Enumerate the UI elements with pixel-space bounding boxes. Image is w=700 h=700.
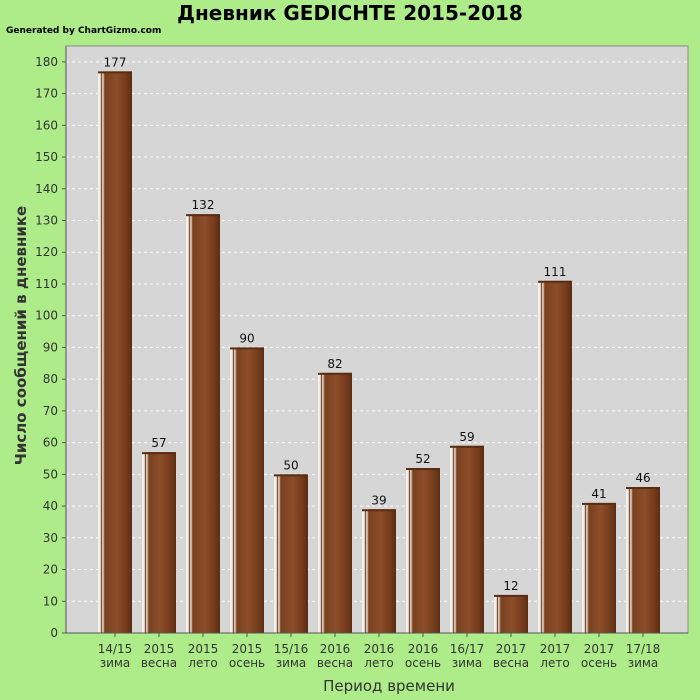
x-tick-label: 15/16 bbox=[274, 642, 309, 656]
bar bbox=[406, 468, 440, 633]
data-label: 41 bbox=[591, 487, 606, 501]
y-tick-label: 180 bbox=[35, 55, 58, 69]
x-tick-label: лето bbox=[188, 656, 217, 670]
bar bbox=[98, 71, 132, 633]
bar bbox=[582, 502, 616, 633]
y-tick-label: 170 bbox=[35, 87, 58, 101]
x-tick-label: 2016 bbox=[320, 642, 351, 656]
data-label: 59 bbox=[459, 430, 474, 444]
y-tick-label: 140 bbox=[35, 182, 58, 196]
bar-top bbox=[450, 445, 484, 448]
bar bbox=[362, 509, 396, 633]
data-label: 132 bbox=[192, 198, 215, 212]
x-tick-label: 2017 bbox=[584, 642, 615, 656]
x-tick-label: весна bbox=[493, 656, 529, 670]
x-tick-label: зима bbox=[452, 656, 483, 670]
bar bbox=[494, 594, 528, 633]
y-tick-label: 40 bbox=[43, 499, 58, 513]
x-tick-label: 2016 bbox=[408, 642, 439, 656]
y-tick-label: 30 bbox=[43, 531, 58, 545]
x-axis-title: Период времени bbox=[323, 677, 455, 695]
x-tick-label: весна bbox=[317, 656, 353, 670]
x-tick-label: 14/15 bbox=[98, 642, 133, 656]
y-tick-label: 160 bbox=[35, 118, 58, 132]
bar bbox=[450, 445, 484, 633]
y-tick-label: 110 bbox=[35, 277, 58, 291]
bar-top bbox=[362, 509, 396, 512]
x-tick-label: осень bbox=[581, 656, 617, 670]
x-tick-label: 2015 bbox=[144, 642, 175, 656]
bar-top bbox=[186, 214, 220, 217]
y-tick-label: 90 bbox=[43, 340, 58, 354]
bar bbox=[538, 280, 572, 633]
bar-top bbox=[274, 474, 308, 477]
x-tick-label: 2016 bbox=[364, 642, 395, 656]
x-tick-label: лето bbox=[540, 656, 569, 670]
y-tick-label: 80 bbox=[43, 372, 58, 386]
y-tick-label: 100 bbox=[35, 309, 58, 323]
bar bbox=[142, 452, 176, 633]
x-tick-label: зима bbox=[628, 656, 659, 670]
x-tick-label: 17/18 bbox=[626, 642, 661, 656]
y-tick-label: 10 bbox=[43, 594, 58, 608]
data-label: 82 bbox=[327, 357, 342, 371]
bar-top bbox=[626, 487, 660, 490]
x-tick-label: зима bbox=[100, 656, 131, 670]
y-tick-label: 150 bbox=[35, 150, 58, 164]
x-tick-label: 2017 bbox=[496, 642, 527, 656]
bar-top bbox=[318, 372, 352, 375]
x-tick-label: 2015 bbox=[188, 642, 219, 656]
y-tick-label: 70 bbox=[43, 404, 58, 418]
y-tick-label: 0 bbox=[50, 626, 58, 640]
bar-top bbox=[494, 594, 528, 597]
x-tick-label: 2015 bbox=[232, 642, 263, 656]
bar-top bbox=[98, 71, 132, 74]
data-label: 52 bbox=[415, 452, 430, 466]
y-tick-label: 120 bbox=[35, 245, 58, 259]
x-tick-label: зима bbox=[276, 656, 307, 670]
bar-top bbox=[406, 468, 440, 471]
bar bbox=[186, 214, 220, 633]
data-label: 39 bbox=[371, 493, 386, 507]
x-tick-label: лето bbox=[364, 656, 393, 670]
x-tick-label: 16/17 bbox=[450, 642, 485, 656]
bar bbox=[230, 347, 264, 633]
x-tick-label: осень bbox=[229, 656, 265, 670]
y-tick-label: 60 bbox=[43, 436, 58, 450]
y-tick-label: 20 bbox=[43, 563, 58, 577]
data-label: 50 bbox=[283, 458, 298, 472]
bar bbox=[318, 372, 352, 633]
chart-title: Дневник GEDICHTE 2015-2018 bbox=[177, 1, 523, 25]
bar-top bbox=[142, 452, 176, 455]
credit-text: Generated by ChartGizmo.com bbox=[6, 26, 162, 36]
y-tick-label: 130 bbox=[35, 214, 58, 228]
data-label: 111 bbox=[544, 265, 567, 279]
data-label: 177 bbox=[104, 55, 127, 69]
y-tick-label: 50 bbox=[43, 467, 58, 481]
bar-top bbox=[582, 502, 616, 505]
data-label: 46 bbox=[635, 471, 650, 485]
x-tick-label: весна bbox=[141, 656, 177, 670]
x-tick-label: осень bbox=[405, 656, 441, 670]
bar bbox=[274, 474, 308, 633]
data-label: 12 bbox=[503, 579, 518, 593]
data-label: 57 bbox=[151, 436, 166, 450]
data-label: 90 bbox=[239, 331, 254, 345]
y-axis-title: Число сообщений в дневнике bbox=[12, 206, 30, 465]
bar-top bbox=[538, 280, 572, 283]
bar-top bbox=[230, 347, 264, 350]
bar bbox=[626, 487, 660, 633]
x-tick-label: 2017 bbox=[540, 642, 571, 656]
